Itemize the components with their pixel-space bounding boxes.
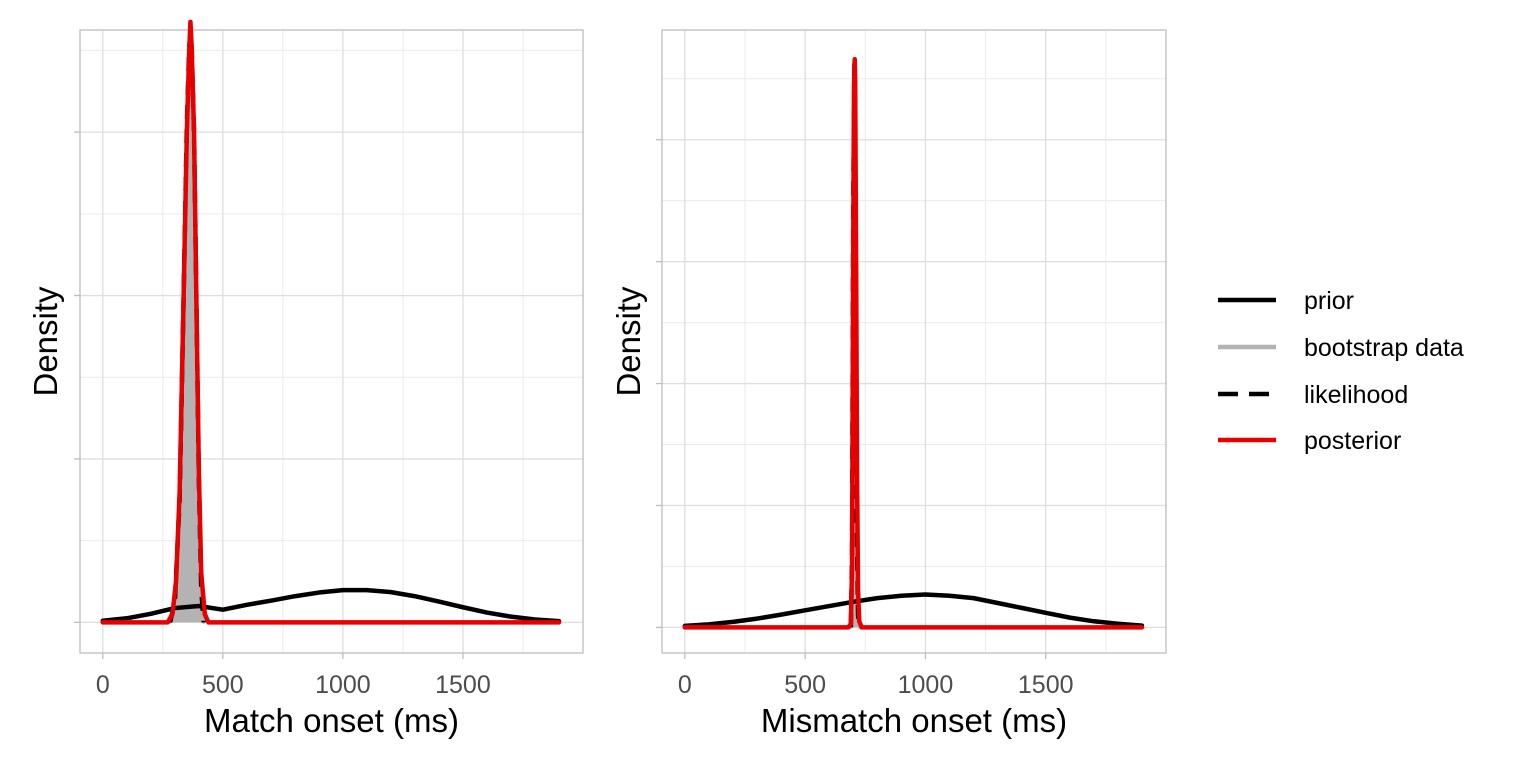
plot-background	[80, 30, 583, 653]
x-tick-label: 500	[202, 671, 244, 699]
series-prior-line	[100, 587, 562, 624]
panel-border	[661, 29, 1167, 654]
x-tick-label: 0	[678, 671, 692, 699]
y-axis-title: Density	[27, 286, 64, 397]
series-posterior-line	[100, 19, 562, 625]
legend-label-posterior: posterior	[1304, 427, 1401, 455]
legend-label-prior: prior	[1304, 287, 1354, 315]
legend-label-likelihood: likelihood	[1304, 381, 1408, 409]
x-tick-label: 1000	[315, 671, 371, 699]
series-posterior-line	[682, 57, 1145, 630]
x-tick-label: 0	[96, 671, 110, 699]
legend-label-bootstrap-data: bootstrap data	[1304, 334, 1464, 362]
panel-match-onset: 0 500 1000 1500 Match onset (ms) Density	[27, 19, 584, 739]
series-bootstrap-data-area	[170, 34, 204, 623]
y-axis-title: Density	[610, 286, 647, 397]
series-prior-line	[682, 592, 1145, 629]
x-axis-title: Match onset (ms)	[204, 702, 459, 739]
panel-mismatch-onset: 0 500 1000 1500 Mismatch onset (ms) Density	[610, 29, 1167, 739]
panel-border	[79, 29, 584, 654]
x-axis-title: Mismatch onset (ms)	[761, 702, 1067, 739]
x-tick-label: 1000	[898, 671, 954, 699]
x-tick-label: 1500	[435, 671, 491, 699]
x-tick-label: 500	[784, 671, 826, 699]
plot-background	[662, 30, 1166, 653]
x-tick-label: 1500	[1018, 671, 1074, 699]
legend: prior bootstrap data likelihood posterior	[1218, 287, 1464, 455]
